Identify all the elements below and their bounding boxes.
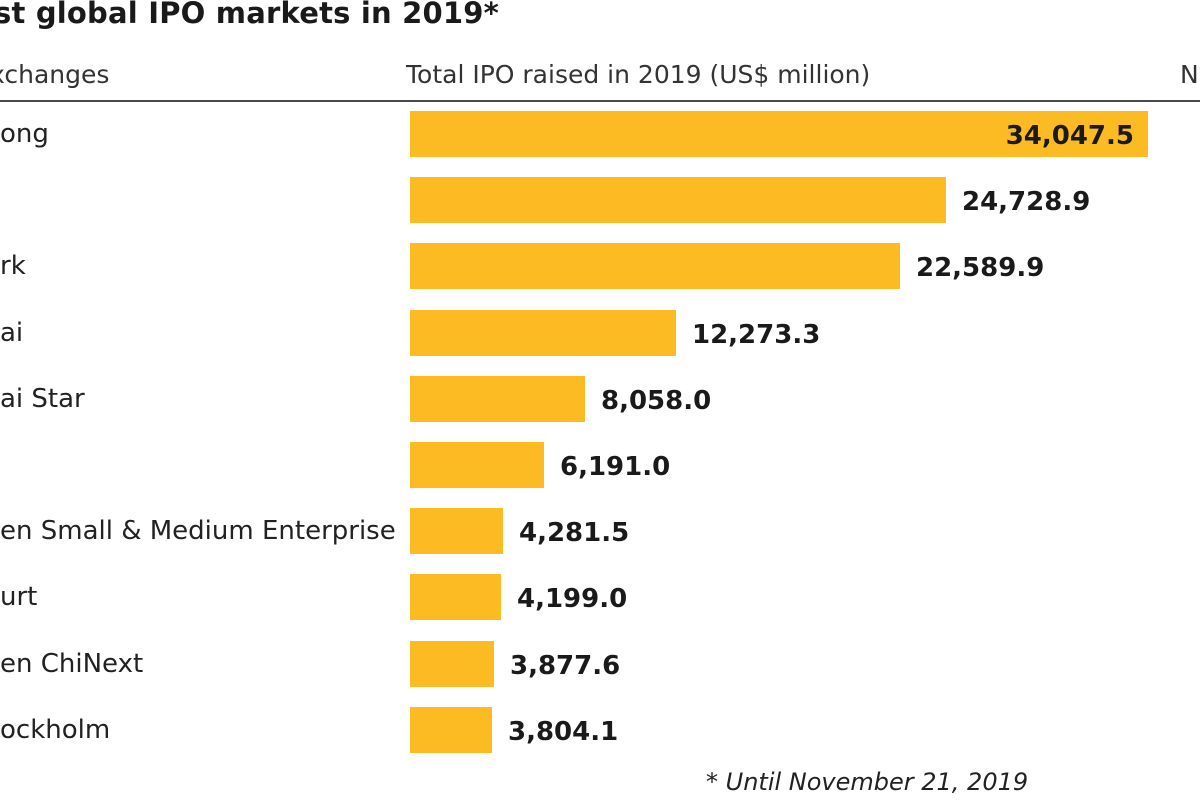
bar xyxy=(410,640,494,687)
chart-title: st global IPO markets in 2019* xyxy=(0,0,500,30)
bar-value-label: 34,047.5 xyxy=(1005,121,1134,151)
bar-value-label: 22,589.9 xyxy=(916,253,1045,284)
exchange-label: ong xyxy=(0,119,49,149)
bar-value-label: 24,728.9 xyxy=(962,187,1091,218)
bar-value-label: 3,877.6 xyxy=(510,650,621,681)
bar xyxy=(410,111,1148,157)
bar xyxy=(410,508,503,555)
total-ipo-column-header: Total IPO raised in 2019 (US$ million) xyxy=(406,60,871,89)
exchange-label: en ChiNext xyxy=(0,648,144,679)
exchange-label: ockholm xyxy=(0,714,111,745)
footnote: * Until November 21, 2019 xyxy=(706,768,1029,796)
bar-value-label: 6,191.0 xyxy=(560,452,671,482)
header-rule xyxy=(0,100,1200,102)
bar xyxy=(410,375,585,422)
bar-value-label: 3,804.1 xyxy=(508,716,619,747)
bar xyxy=(410,177,946,224)
bar-value-label: 12,273.3 xyxy=(692,319,821,350)
bar xyxy=(410,442,544,488)
bar-value-label: 4,281.5 xyxy=(519,518,630,549)
exchange-label: urt xyxy=(0,582,38,613)
bar xyxy=(410,243,900,290)
exchange-label: rk xyxy=(0,251,26,282)
bar-value-label: 4,199.0 xyxy=(517,584,628,615)
right-column-header: N xyxy=(1180,60,1199,89)
exchange-label: ai Star xyxy=(0,383,85,414)
bar xyxy=(410,574,501,621)
bar xyxy=(410,706,492,753)
bar-value-label: 8,058.0 xyxy=(601,385,712,416)
exchange-label: ai xyxy=(0,317,24,348)
exchange-label: en Small & Medium Enterprise xyxy=(0,516,396,547)
bar xyxy=(410,309,676,356)
exchanges-column-header: xchanges xyxy=(0,60,110,89)
